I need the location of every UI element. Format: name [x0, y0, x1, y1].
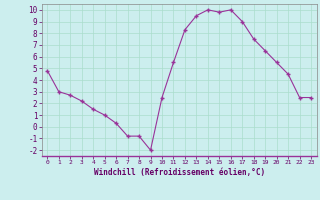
X-axis label: Windchill (Refroidissement éolien,°C): Windchill (Refroidissement éolien,°C)	[94, 168, 265, 177]
